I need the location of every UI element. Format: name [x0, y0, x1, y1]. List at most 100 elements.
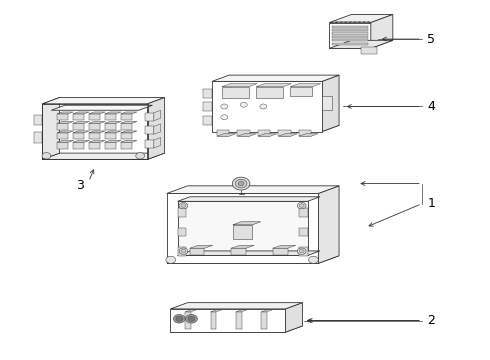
Polygon shape — [57, 114, 68, 121]
Polygon shape — [256, 87, 283, 98]
Circle shape — [221, 115, 228, 120]
Polygon shape — [121, 142, 132, 149]
Polygon shape — [57, 112, 74, 114]
Polygon shape — [121, 133, 132, 139]
Polygon shape — [233, 222, 261, 225]
Polygon shape — [222, 87, 248, 98]
Polygon shape — [212, 81, 322, 132]
Polygon shape — [231, 245, 254, 248]
Polygon shape — [345, 21, 352, 23]
Polygon shape — [57, 121, 74, 123]
Polygon shape — [145, 126, 154, 134]
Polygon shape — [299, 208, 308, 217]
Circle shape — [179, 248, 188, 255]
Polygon shape — [364, 21, 370, 23]
Polygon shape — [355, 21, 361, 23]
Circle shape — [221, 104, 228, 109]
Polygon shape — [190, 245, 213, 248]
Polygon shape — [329, 23, 371, 48]
Circle shape — [299, 249, 304, 253]
Polygon shape — [73, 123, 84, 130]
Polygon shape — [57, 131, 74, 133]
Polygon shape — [121, 112, 137, 114]
Polygon shape — [203, 89, 212, 98]
Polygon shape — [89, 131, 105, 133]
Polygon shape — [154, 110, 161, 121]
Polygon shape — [329, 14, 393, 23]
Polygon shape — [211, 312, 217, 329]
Polygon shape — [211, 310, 221, 312]
Polygon shape — [273, 248, 288, 256]
Polygon shape — [190, 248, 204, 256]
Polygon shape — [105, 114, 116, 121]
Polygon shape — [329, 40, 393, 48]
Polygon shape — [332, 42, 368, 45]
Polygon shape — [147, 98, 165, 159]
Polygon shape — [171, 326, 302, 332]
Polygon shape — [278, 134, 297, 136]
Polygon shape — [217, 130, 229, 136]
Polygon shape — [177, 251, 320, 256]
Polygon shape — [203, 116, 212, 125]
Text: 3: 3 — [76, 179, 84, 192]
Polygon shape — [177, 208, 186, 217]
Polygon shape — [231, 248, 246, 256]
Polygon shape — [73, 133, 84, 139]
Polygon shape — [322, 96, 332, 110]
Polygon shape — [236, 312, 242, 329]
Text: 4: 4 — [427, 100, 435, 113]
Polygon shape — [105, 121, 121, 123]
Polygon shape — [233, 225, 252, 239]
Polygon shape — [332, 29, 368, 31]
Polygon shape — [121, 121, 137, 123]
Polygon shape — [121, 123, 132, 130]
Polygon shape — [89, 114, 100, 121]
Polygon shape — [177, 197, 320, 201]
Polygon shape — [167, 256, 339, 264]
Polygon shape — [299, 247, 308, 256]
Circle shape — [260, 104, 267, 109]
Polygon shape — [34, 132, 43, 143]
Polygon shape — [177, 247, 186, 256]
Circle shape — [179, 202, 188, 209]
Polygon shape — [212, 75, 339, 81]
Polygon shape — [332, 32, 368, 35]
Circle shape — [181, 249, 186, 253]
Polygon shape — [105, 123, 116, 130]
Polygon shape — [121, 131, 137, 133]
Polygon shape — [105, 142, 116, 149]
Polygon shape — [236, 310, 247, 312]
Polygon shape — [57, 140, 74, 142]
Polygon shape — [73, 131, 89, 133]
Polygon shape — [332, 39, 368, 41]
Circle shape — [299, 204, 304, 207]
Circle shape — [42, 153, 51, 159]
Polygon shape — [121, 140, 137, 142]
Polygon shape — [57, 133, 68, 139]
Polygon shape — [256, 84, 292, 87]
Polygon shape — [89, 133, 100, 139]
Polygon shape — [258, 134, 277, 136]
Polygon shape — [105, 140, 121, 142]
Polygon shape — [332, 26, 368, 28]
Circle shape — [188, 316, 195, 321]
Polygon shape — [341, 21, 347, 23]
Polygon shape — [222, 84, 257, 87]
Polygon shape — [73, 114, 84, 121]
Polygon shape — [322, 75, 339, 132]
Polygon shape — [57, 142, 68, 149]
Polygon shape — [217, 134, 236, 136]
Polygon shape — [273, 245, 296, 248]
Polygon shape — [238, 134, 256, 136]
Polygon shape — [73, 142, 84, 149]
Polygon shape — [89, 142, 100, 149]
Polygon shape — [177, 201, 308, 256]
Circle shape — [181, 204, 186, 207]
Polygon shape — [290, 87, 312, 96]
Polygon shape — [89, 123, 100, 130]
Polygon shape — [332, 36, 368, 38]
Text: 5: 5 — [427, 32, 435, 46]
Polygon shape — [332, 21, 338, 23]
Polygon shape — [371, 14, 393, 48]
Polygon shape — [350, 21, 356, 23]
